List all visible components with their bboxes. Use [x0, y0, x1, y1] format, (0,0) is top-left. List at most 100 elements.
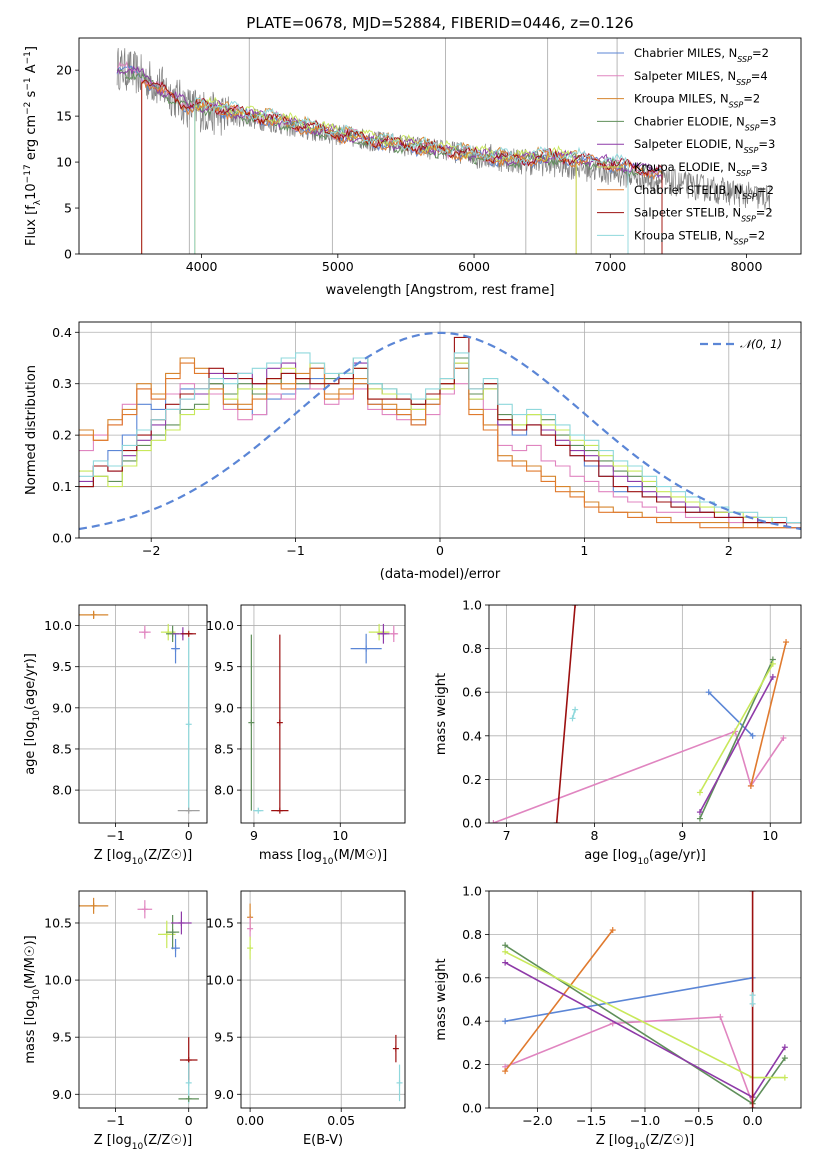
legend-label-3: Chabrier ELODIE, NSSP=3 [634, 114, 776, 131]
legend-label-7: Salpeter STELIB, NSSP=2 [634, 206, 773, 224]
residuals-ytick-label: 0.4 [52, 325, 72, 340]
z-age-axes: −1 0 8.0 8.5 9.0 9.5 10.0 Z [log10(Z/Z☉)] age [l… [23, 604, 208, 867]
age-weight-ytick-label: 0.4 [462, 728, 482, 743]
spectrum-ytick-label: 0 [64, 247, 72, 262]
residuals-frame [78, 321, 802, 539]
spectrum-xtick-label: 5000 [322, 259, 354, 274]
model-spectrum-7 [141, 79, 663, 254]
age-weight-line-2 [750, 641, 787, 787]
age-weight-ytick-label: 0.0 [462, 816, 482, 831]
z-age-ytick-label: 8.0 [52, 783, 72, 798]
ebv-mass-xtick-label: 0.05 [327, 1113, 355, 1128]
z-weight-xtick-label: −0.5 [684, 1113, 714, 1128]
z-mass-xtick-label: −1 [106, 1113, 124, 1128]
z-mass-ytick-label: 10.5 [44, 915, 72, 930]
z-weight-line-2 [504, 929, 614, 1072]
ebv-mass-ytick-label: 9.5 [214, 1030, 234, 1045]
z-mass-ytick-label: 9.0 [52, 1087, 72, 1102]
age-weight-xtick-label: 8 [590, 828, 598, 843]
z-mass-frame [78, 890, 208, 1109]
z-mass-ytick-label: 9.5 [52, 1030, 72, 1045]
z-age-ytick-label: 9.5 [52, 659, 72, 674]
z-age-plot-area [79, 605, 207, 823]
residuals-xtick-label: −1 [286, 543, 304, 558]
z-weight-line-1 [504, 1016, 754, 1104]
z-weight-xtick-label: −1.0 [630, 1113, 660, 1128]
mass-age-point-6 [377, 623, 390, 644]
mass-age-ytick-label: 9.5 [214, 659, 234, 674]
figure-title: PLATE=0678, MJD=52884, FIBERID=0446, z=0… [246, 14, 633, 32]
z-age-point-0 [79, 610, 109, 619]
z-weight-ytick-label: 1.0 [462, 884, 482, 899]
age-weight-xtick-label: 9 [678, 828, 686, 843]
z-age-ytick-label: 9.0 [52, 700, 72, 715]
mass-age-xtick-label: 10 [332, 828, 348, 843]
spectrum-xtick-label: 8000 [731, 259, 763, 274]
spectrum-xtick-label: 4000 [186, 259, 218, 274]
spectrum-xtick-label: 7000 [594, 259, 626, 274]
z-weight-ylabel: mass weight [434, 958, 449, 1040]
z-mass-point-3 [166, 914, 180, 950]
spectrum-ytick-label: 10 [56, 155, 72, 170]
ebv-mass-axes: 0.00 0.05 9.0 9.5 10.0 10.5 E(B-V) [206, 890, 406, 1148]
model-spectrum-5 [194, 96, 577, 254]
age-weight-line-1 [493, 730, 785, 823]
mass-age-ytick-label: 8.0 [214, 783, 234, 798]
age-weight-plot-area [489, 605, 801, 823]
mass-age-plot-area [241, 605, 405, 823]
mass-age-xlabel: mass [log10(M/M☉)] [259, 848, 387, 867]
age-weight-ytick-label: 1.0 [462, 598, 482, 613]
legend-label-2: Kroupa MILES, NSSP=2 [634, 92, 760, 110]
z-age-point-7 [185, 637, 192, 811]
z-age-xlabel: Z [log10(Z/Z☉)] [94, 848, 192, 867]
z-weight-ytick-label: 0.0 [462, 1101, 482, 1116]
spectrum-ytick-label: 15 [56, 109, 72, 124]
z-weight-xtick-label: 0.0 [743, 1113, 763, 1128]
age-weight-xtick-label: 7 [503, 828, 511, 843]
spectrum-xtick-label: 6000 [458, 259, 490, 274]
legend-label-1: Salpeter MILES, NSSP=4 [634, 69, 768, 87]
spectrum-plot-area [116, 38, 772, 254]
z-mass-ylabel: mass [log10(M/M☉)] [23, 935, 42, 1063]
z-mass-point-1 [137, 900, 153, 919]
age-weight-frame [488, 604, 802, 824]
z-mass-plot-area [79, 891, 207, 1108]
ebv-mass-xtick-label: 0.00 [236, 1113, 264, 1128]
age-weight-line-0 [708, 691, 754, 737]
age-weight-xlabel: age [log10(age/yr)] [584, 848, 706, 867]
residuals-ylabel: Normed distribution [24, 365, 39, 495]
residuals-ytick-label: 0.2 [52, 428, 72, 443]
age-weight-xtick-label: 10 [762, 828, 778, 843]
mass-age-xtick-label: 9 [250, 828, 258, 843]
z-age-point-8 [177, 807, 200, 814]
age-weight-line-6 [555, 605, 576, 823]
spectrum-ylabel: Flux [fλ10−17 erg cm−2 s−1 A−1] [23, 46, 43, 246]
residuals-xtick-label: −2 [142, 543, 160, 558]
ebv-mass-ytick-label: 10.0 [206, 973, 234, 988]
residuals-xtick-label: 2 [725, 543, 733, 558]
z-weight-ytick-label: 0.8 [462, 927, 482, 942]
spectrum-xlabel: wavelength [Angstrom, rest frame] [326, 283, 555, 298]
ebv-mass-xlabel: E(B-V) [303, 1133, 343, 1148]
z-weight-xtick-label: −2.0 [522, 1113, 552, 1128]
ebv-mass-point-4 [396, 1064, 403, 1102]
z-weight-axes: −2.0 −1.5 −1.0 −0.5 0.0 0.0 0.2 0.4 0.6 0.8 1.0 Z [… [434, 884, 802, 1152]
mass-age-point-5 [368, 623, 390, 641]
spectrum-axes: 4000 5000 6000 7000 8000 0 5 10 15 20 wavelength [… [23, 37, 802, 298]
z-mass-axes: −1 0 9.0 9.5 10.0 10.5 Z [log10(Z/Z☉)] mass [lo… [23, 890, 208, 1152]
ebv-mass-point-3 [392, 1034, 399, 1063]
z-age-ylabel: age [log10(age/yr)] [23, 653, 42, 775]
z-mass-point-4 [171, 938, 180, 958]
ebv-mass-ytick-label: 10.5 [206, 915, 234, 930]
hist-6 [79, 362, 801, 529]
z-age-point-6 [181, 630, 197, 637]
spectrum-ytick-label: 5 [64, 201, 72, 216]
z-mass-point-8 [178, 1095, 199, 1102]
age-weight-ytick-label: 0.6 [462, 685, 482, 700]
mass-age-ytick-label: 8.5 [214, 741, 234, 756]
age-weight-ytick-label: 0.2 [462, 772, 482, 787]
residuals-xtick-label: 1 [580, 543, 588, 558]
age-weight-axes: 7 8 9 10 0.0 0.2 0.4 0.6 0.8 1.0 age [log10(age/yr… [434, 598, 802, 867]
legend-label-4: Salpeter ELODIE, NSSP=3 [634, 137, 775, 155]
ebv-mass-point-1 [247, 917, 254, 941]
